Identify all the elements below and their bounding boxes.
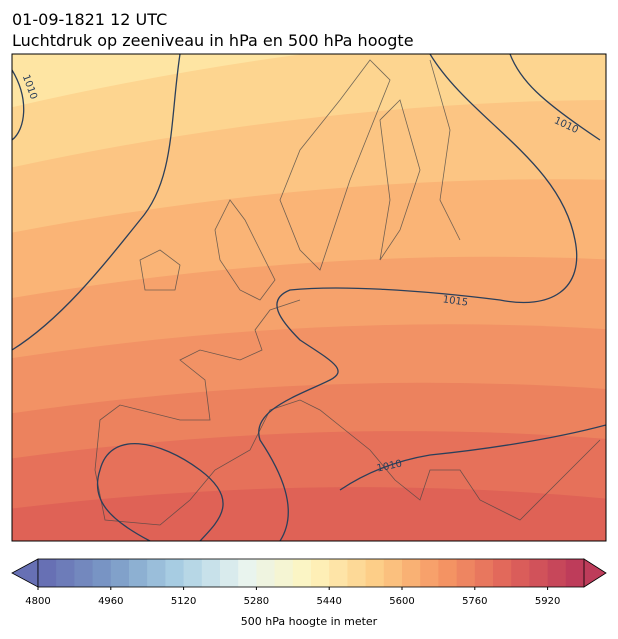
colorbar-cell bbox=[529, 559, 549, 587]
colorbar-cell bbox=[402, 559, 421, 587]
colorbar-cell bbox=[92, 559, 112, 587]
colorbar-cell bbox=[329, 559, 348, 587]
colorbar-tick-label: 4800 bbox=[25, 596, 50, 607]
colorbar-tick-label: 5920 bbox=[535, 596, 560, 607]
colorbar-cell bbox=[365, 559, 385, 587]
colorbar-extend bbox=[11, 558, 39, 588]
colorbar-cell bbox=[456, 559, 476, 587]
colorbar-tick-label: 5440 bbox=[316, 596, 341, 607]
colorbar-tick-label: 5760 bbox=[462, 596, 487, 607]
colorbar-cell bbox=[38, 559, 57, 587]
colorbar-cell bbox=[547, 559, 567, 587]
colorbar-cell bbox=[220, 559, 239, 587]
colorbar-tick-label: 4960 bbox=[98, 596, 123, 607]
colorbar-label: 500 hPa hoogte in meter bbox=[241, 615, 378, 628]
colorbar-cell bbox=[565, 559, 585, 587]
colorbar-cell bbox=[256, 559, 276, 587]
colorbar-cell bbox=[474, 559, 494, 587]
isobar bbox=[12, 69, 25, 141]
title-line2: Luchtdruk op zeeniveau in hPa en 500 hPa… bbox=[12, 31, 414, 50]
colorbar-cell bbox=[347, 559, 367, 587]
colorbar-cell bbox=[420, 559, 439, 587]
colorbar-cell bbox=[147, 559, 166, 587]
colorbar-cell bbox=[383, 559, 403, 587]
isobar bbox=[12, 54, 181, 351]
colorbar-extend bbox=[583, 558, 607, 588]
colorbar-frame bbox=[37, 558, 585, 588]
contour-label: 1015 bbox=[442, 294, 469, 308]
contour-label: 1010 bbox=[376, 459, 403, 475]
colorbar-tick-label: 5120 bbox=[171, 596, 196, 607]
isobar bbox=[96, 443, 224, 541]
colorbar-cell bbox=[274, 559, 294, 587]
map-fill bbox=[12, 54, 606, 541]
colorbar-cell bbox=[183, 559, 203, 587]
colorbar-cell bbox=[201, 559, 221, 587]
map-lines bbox=[12, 54, 606, 541]
coastline-scandinavia bbox=[279, 59, 461, 271]
colorbar-cell bbox=[511, 559, 530, 587]
colorbar-cell bbox=[438, 559, 458, 587]
colorbar-cell bbox=[74, 559, 94, 587]
colorbar-cell bbox=[292, 559, 312, 587]
colorbar-tick-label: 5600 bbox=[389, 596, 414, 607]
coastline bbox=[94, 299, 601, 526]
title-line1: 01-09-1821 12 UTC bbox=[12, 10, 167, 29]
height-band bbox=[12, 487, 606, 541]
colorbar-cell bbox=[311, 559, 330, 587]
isobar bbox=[339, 424, 606, 491]
colorbar-tick-label: 5280 bbox=[244, 596, 269, 607]
colorbar-cell bbox=[238, 559, 257, 587]
map-frame bbox=[11, 53, 607, 542]
coastline-uk bbox=[139, 199, 276, 301]
colorbar-cell bbox=[129, 559, 148, 587]
colorbar-cell bbox=[165, 559, 185, 587]
colorbar-cell bbox=[56, 559, 75, 587]
colorbar-cell bbox=[110, 559, 130, 587]
colorbar-cell bbox=[493, 559, 512, 587]
isobar bbox=[509, 54, 601, 141]
isobar bbox=[258, 54, 578, 541]
colorbar: 4800 4960 5120 5280 5440 5600 5760 5920 bbox=[11, 558, 607, 607]
